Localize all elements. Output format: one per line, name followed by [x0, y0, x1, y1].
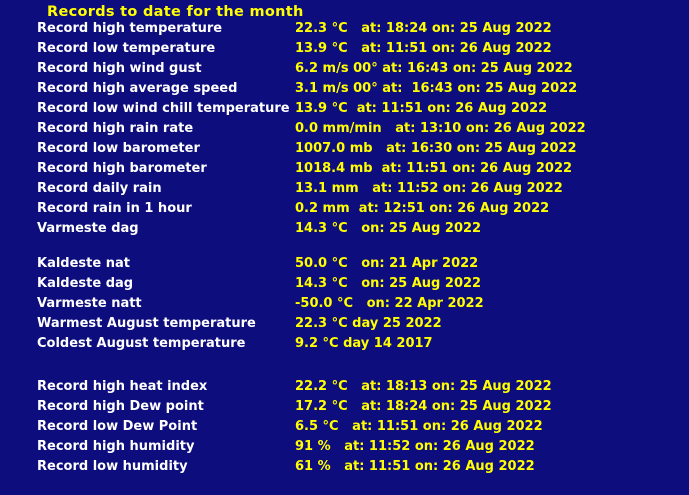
record-label: Record high average speed [37, 81, 238, 96]
record-value: 22.3 °C day 25 2022 [295, 316, 442, 331]
record-row-kaldeste-nat: Kaldeste nat 50.0 °C on: 21 Apr 2022 [0, 254, 689, 274]
record-value: 22.3 °C at: 18:24 on: 25 Aug 2022 [295, 21, 552, 36]
record-row-low-wind-chill: Record low wind chill temperature 13.9 °… [0, 99, 689, 119]
record-value: 61 % at: 11:51 on: 26 Aug 2022 [295, 459, 535, 474]
record-row-high-wind-gust: Record high wind gust 6.2 m/s 00° at: 16… [0, 59, 689, 79]
record-row-varmeste-dag: Varmeste dag 14.3 °C on: 25 Aug 2022 [0, 219, 689, 239]
record-row-daily-rain: Record daily rain 13.1 mm at: 11:52 on: … [0, 179, 689, 199]
records-section-month: Record high temperature 22.3 °C at: 18:2… [0, 19, 689, 239]
record-label: Kaldeste nat [37, 256, 130, 271]
record-value: 0.2 mm at: 12:51 on: 26 Aug 2022 [295, 201, 550, 216]
record-row-rain-1-hour: Record rain in 1 hour 0.2 mm at: 12:51 o… [0, 199, 689, 219]
record-value: -50.0 °C on: 22 Apr 2022 [295, 296, 484, 311]
record-label: Record high barometer [37, 161, 207, 176]
record-label: Record low temperature [37, 41, 216, 56]
record-label: Record low humidity [37, 459, 188, 474]
record-label: Warmest August temperature [37, 316, 256, 331]
record-value: 50.0 °C on: 21 Apr 2022 [295, 256, 479, 271]
record-value: 22.2 °C at: 18:13 on: 25 Aug 2022 [295, 379, 552, 394]
records-section-derived: Record high heat index 22.2 °C at: 18:13… [0, 377, 689, 477]
record-label: Kaldeste dag [37, 276, 134, 291]
record-label: Record high wind gust [37, 61, 202, 76]
page-title: Records to date for the month [47, 4, 304, 20]
record-value: 1007.0 mb at: 16:30 on: 25 Aug 2022 [295, 141, 577, 156]
record-row-high-rain-rate: Record high rain rate 0.0 mm/min at: 13:… [0, 119, 689, 139]
record-row-low-barometer: Record low barometer 1007.0 mb at: 16:30… [0, 139, 689, 159]
record-label: Record high heat index [37, 379, 208, 394]
record-value: 13.9 °C at: 11:51 on: 26 Aug 2022 [295, 41, 552, 56]
record-row-coldest-august: Coldest August temperature 9.2 °C day 14… [0, 334, 689, 354]
record-row-high-humidity: Record high humidity 91 % at: 11:52 on: … [0, 437, 689, 457]
record-label: Record high Dew point [37, 399, 204, 414]
record-label: Record low Dew Point [37, 419, 198, 434]
record-value: 13.9 °C at: 11:51 on: 26 Aug 2022 [295, 101, 548, 116]
record-row-warmest-august: Warmest August temperature 22.3 °C day 2… [0, 314, 689, 334]
record-label: Record high humidity [37, 439, 195, 454]
records-section-seasonal: Kaldeste nat 50.0 °C on: 21 Apr 2022 Kal… [0, 254, 689, 354]
record-value: 0.0 mm/min at: 13:10 on: 26 Aug 2022 [295, 121, 586, 136]
record-label: Coldest August temperature [37, 336, 246, 351]
record-value: 14.3 °C on: 25 Aug 2022 [295, 221, 482, 236]
record-row-high-temperature: Record high temperature 22.3 °C at: 18:2… [0, 19, 689, 39]
record-row-high-barometer: Record high barometer 1018.4 mb at: 11:5… [0, 159, 689, 179]
record-label: Record high rain rate [37, 121, 194, 136]
record-label: Record rain in 1 hour [37, 201, 192, 216]
record-row-high-heat-index: Record high heat index 22.2 °C at: 18:13… [0, 377, 689, 397]
record-label: Record daily rain [37, 181, 162, 196]
record-label: Varmeste dag [37, 221, 139, 236]
record-row-kaldeste-dag: Kaldeste dag 14.3 °C on: 25 Aug 2022 [0, 274, 689, 294]
record-value: 91 % at: 11:52 on: 26 Aug 2022 [295, 439, 535, 454]
record-row-high-dew-point: Record high Dew point 17.2 °C at: 18:24 … [0, 397, 689, 417]
record-label: Record high temperature [37, 21, 223, 36]
record-value: 3.1 m/s 00° at: 16:43 on: 25 Aug 2022 [295, 81, 578, 96]
record-row-low-dew-point: Record low Dew Point 6.5 °C at: 11:51 on… [0, 417, 689, 437]
record-row-low-temperature: Record low temperature 13.9 °C at: 11:51… [0, 39, 689, 59]
record-value: 13.1 mm at: 11:52 on: 26 Aug 2022 [295, 181, 563, 196]
record-value: 17.2 °C at: 18:24 on: 25 Aug 2022 [295, 399, 552, 414]
record-label: Varmeste natt [37, 296, 142, 311]
record-row-high-average-speed: Record high average speed 3.1 m/s 00° at… [0, 79, 689, 99]
record-value: 6.5 °C at: 11:51 on: 26 Aug 2022 [295, 419, 543, 434]
record-label: Record low wind chill temperature [37, 101, 290, 116]
record-value: 6.2 m/s 00° at: 16:43 on: 25 Aug 2022 [295, 61, 573, 76]
record-value: 1018.4 mb at: 11:51 on: 26 Aug 2022 [295, 161, 573, 176]
record-row-varmeste-natt: Varmeste natt -50.0 °C on: 22 Apr 2022 [0, 294, 689, 314]
record-value: 9.2 °C day 14 2017 [295, 336, 433, 351]
record-label: Record low barometer [37, 141, 200, 156]
record-row-low-humidity: Record low humidity 61 % at: 11:51 on: 2… [0, 457, 689, 477]
record-value: 14.3 °C on: 25 Aug 2022 [295, 276, 482, 291]
